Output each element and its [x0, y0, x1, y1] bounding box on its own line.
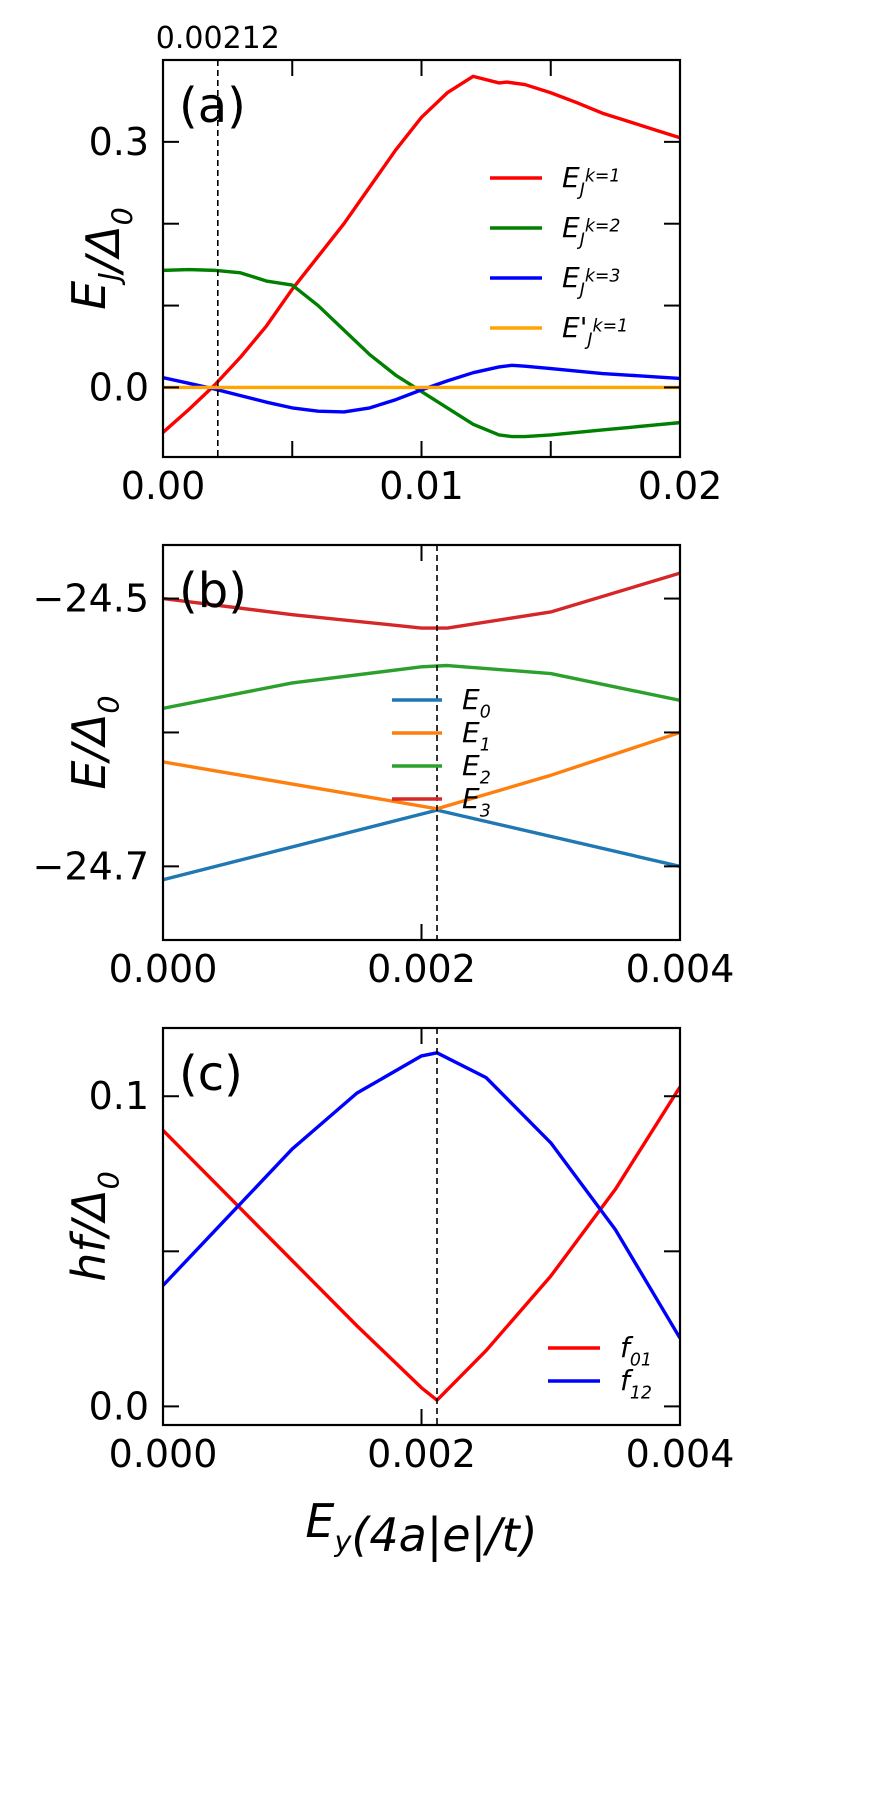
- series-line-2: [163, 663, 680, 711]
- x-tick-label: 0.002: [367, 1432, 476, 1476]
- y-axis-label: EJ/Δ0: [62, 207, 140, 310]
- legend-entry-label: E1: [462, 716, 491, 755]
- panel-c: 0.000 0.002 0.004 0.0 0.1 (c) hf/Δ0 Ey(4a|e|/t)…: [62, 1026, 735, 1563]
- series-line-0: [163, 74, 680, 434]
- x-axis-label: Ey(4a|e|/t): [305, 1494, 537, 1563]
- y-tick-label: −24.7: [33, 844, 149, 888]
- y-tick-label: 0.1: [89, 1074, 149, 1118]
- legend-entry-label: E0: [462, 683, 491, 722]
- series-line-1: [163, 1051, 680, 1340]
- legend-entry-label: EJk=1: [562, 161, 620, 200]
- panel-a: 0.00 0.01 0.020.00.3(a)0.00212EJ/Δ0EJk=1EJ…: [62, 21, 722, 508]
- x-tick-label: 0.00: [121, 464, 206, 508]
- series-line-1: [163, 730, 680, 811]
- x-tick-label: 0.004: [626, 1432, 735, 1476]
- panel-label: (b): [179, 563, 247, 619]
- series-line-2: [163, 363, 680, 414]
- legend-entry-label: EJk=2: [562, 211, 620, 250]
- x-tick-label: 0.004: [626, 947, 735, 991]
- legend-entry-label: E'Jk=1: [562, 311, 628, 350]
- x-tick-label: 0.02: [638, 464, 723, 508]
- x-tick-label: 0.000: [109, 1432, 218, 1476]
- y-tick-label: −24.5: [33, 577, 149, 621]
- y-tick-label: 0.3: [89, 120, 149, 164]
- series-line-1: [163, 267, 680, 439]
- panel-label: (c): [179, 1046, 243, 1102]
- legend-entry-label: E3: [462, 782, 491, 821]
- series-line-0: [163, 808, 680, 882]
- panel-label: (a): [179, 78, 246, 134]
- y-axis-label: hf/Δ0: [62, 1171, 126, 1281]
- y-tick-label: 0.0: [89, 365, 149, 409]
- legend-entry-label: E2: [462, 749, 491, 788]
- x-tick-label: 0.002: [367, 947, 476, 991]
- y-tick-label: 0.0: [89, 1384, 149, 1428]
- series-line-0: [163, 1086, 680, 1402]
- x-tick-label: 0.01: [379, 464, 464, 508]
- top-annotation: 0.00212: [156, 21, 280, 56]
- legend: EJk=1 EJk=2 EJk=3 E'Jk=1: [490, 161, 628, 350]
- y-axis-label: E/Δ0: [62, 695, 126, 789]
- legend-entry-label: EJk=3: [562, 261, 620, 300]
- series-line-3: [163, 571, 680, 630]
- x-tick-label: 0.000: [109, 947, 218, 991]
